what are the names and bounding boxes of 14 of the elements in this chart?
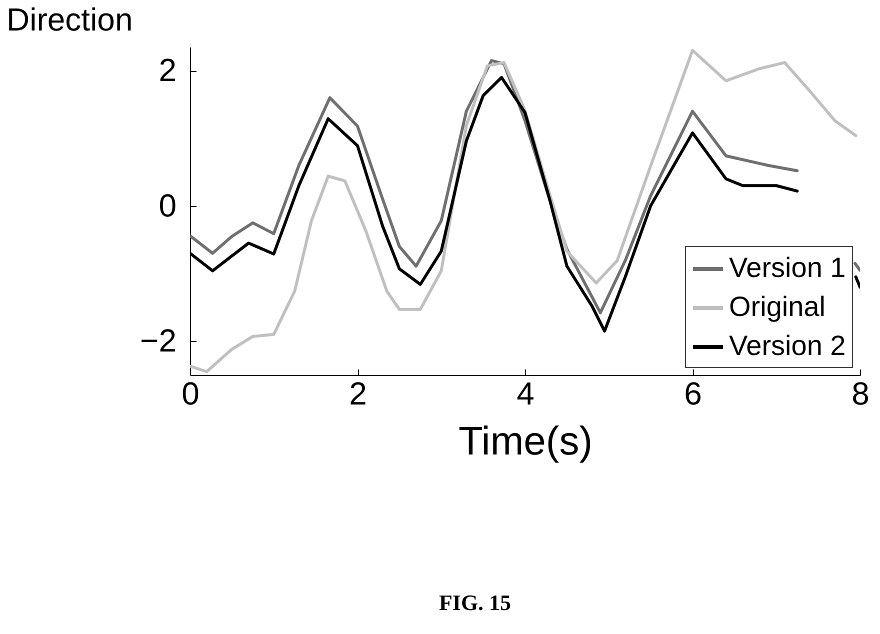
caption: FIG. 15 xyxy=(438,590,512,616)
x-tick-label: 2 xyxy=(349,376,367,412)
y-tick-label: 0 xyxy=(158,187,176,224)
x-tick-label: 6 xyxy=(684,376,702,412)
x-axis-title: Time(s) xyxy=(458,420,593,464)
y-axis-title: Direction xyxy=(6,2,133,38)
y-tick-label: −2 xyxy=(140,322,176,359)
x-tick-label: 8 xyxy=(852,376,870,412)
y-tick-label: 2 xyxy=(158,52,176,88)
x-tick-label: 0 xyxy=(182,376,200,412)
x-tick-label: 4 xyxy=(516,376,534,412)
legend-label: Version 1 xyxy=(729,252,846,283)
legend-label: Version 2 xyxy=(729,330,846,361)
legend-label: Original xyxy=(729,291,826,322)
